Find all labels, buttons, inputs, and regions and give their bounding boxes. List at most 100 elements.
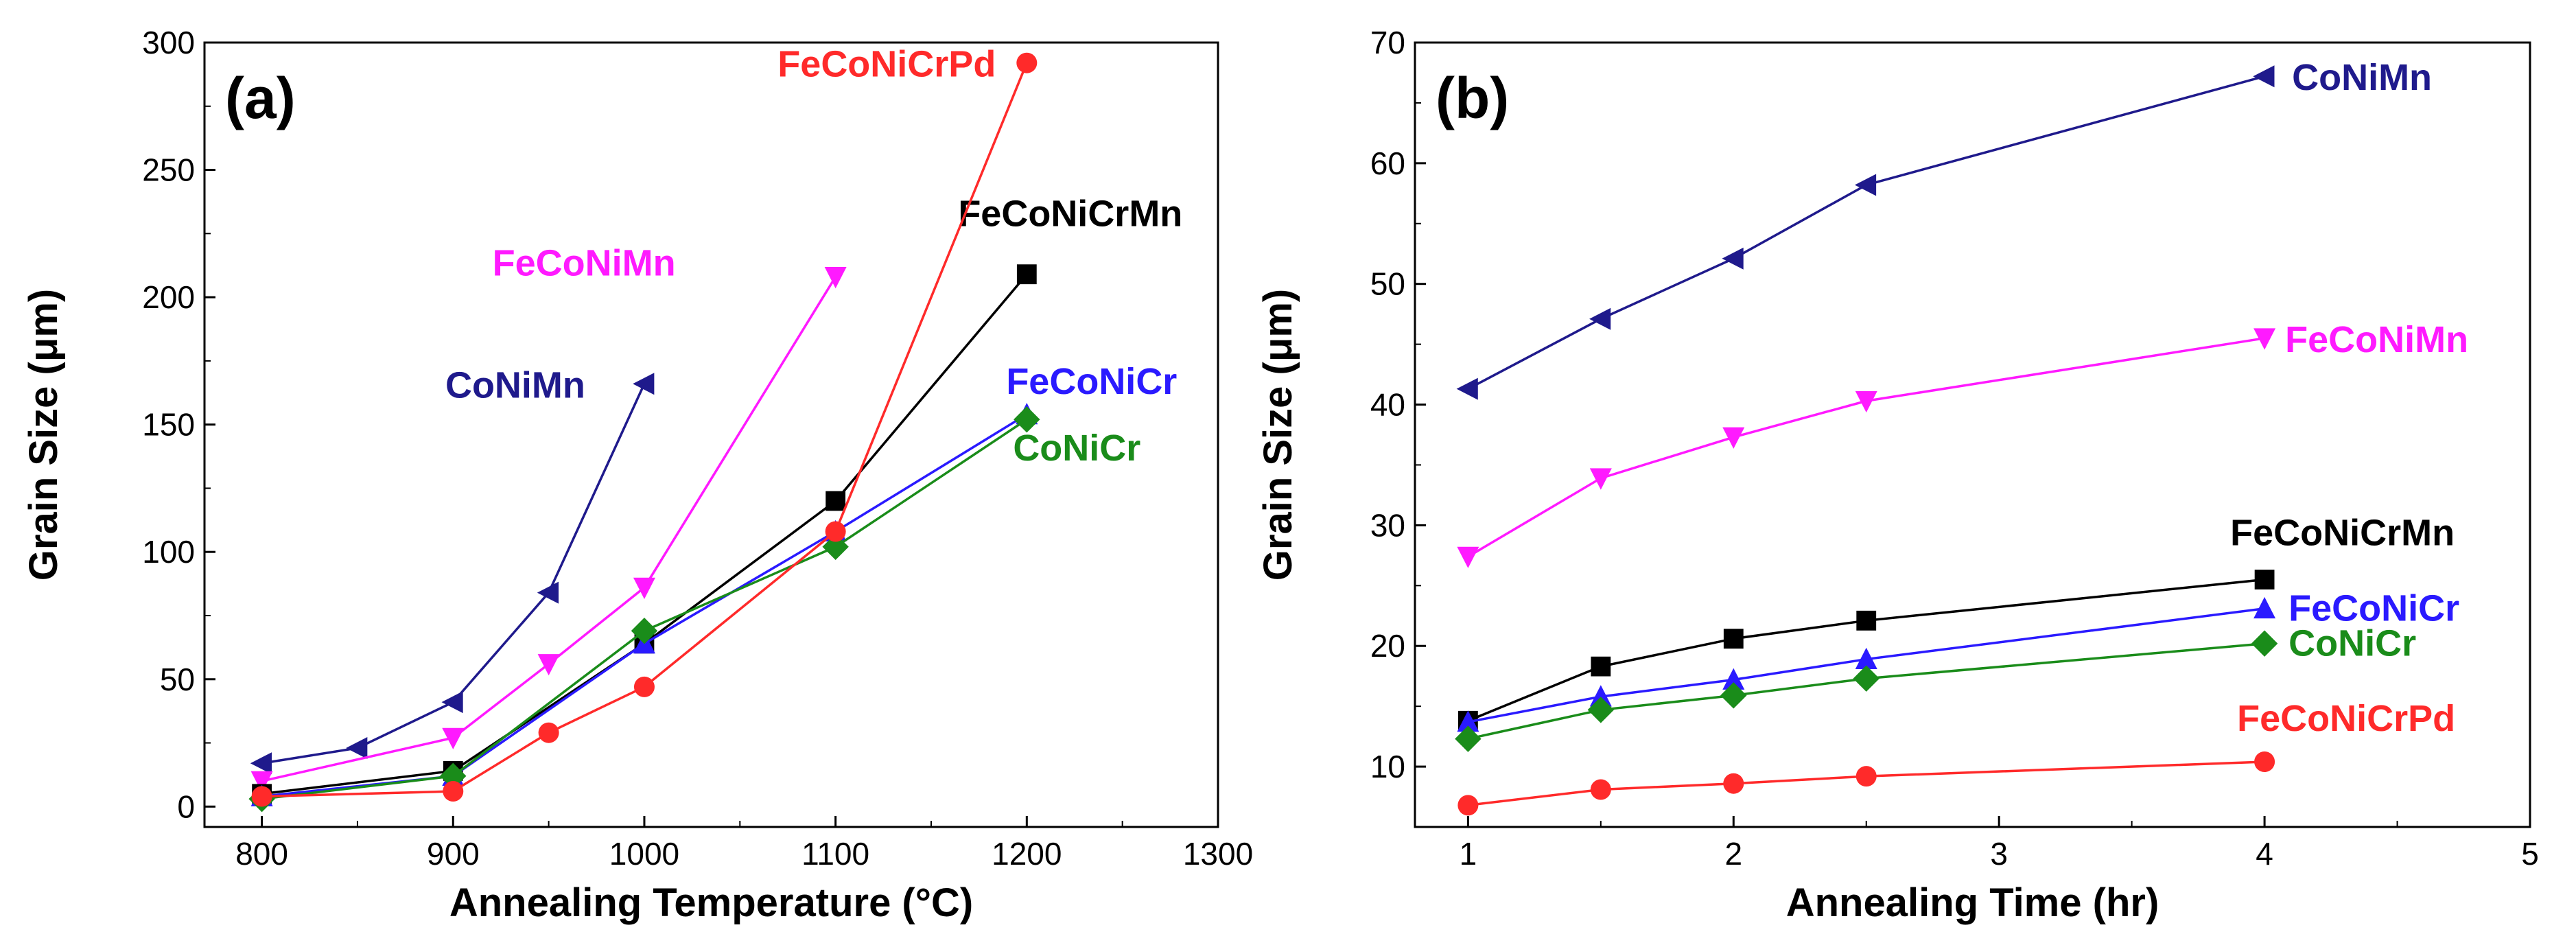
- y-tick-label: 0: [177, 789, 195, 824]
- data-point: [1854, 174, 1877, 196]
- y-tick-label: 50: [160, 662, 195, 697]
- data-point: [537, 654, 560, 676]
- panel-a: 800 900 1000 1100 1200 1300 0 50 100 150 200 250 300…: [21, 25, 1253, 925]
- series-label: CoNiCr: [2288, 623, 2416, 664]
- series-label: CoNiMn: [445, 364, 585, 406]
- data-point: [1723, 629, 1744, 649]
- data-point: [1855, 766, 1877, 787]
- data-point: [633, 373, 655, 395]
- series-label: CoNiMn: [2292, 57, 2432, 98]
- data-point: [2251, 630, 2278, 657]
- y-tick-label: 200: [142, 279, 195, 315]
- data-point: [1856, 610, 1877, 631]
- y-tick-label: 10: [1370, 749, 1405, 784]
- data-point: [2254, 751, 2275, 773]
- y-tick-label: 40: [1370, 387, 1405, 423]
- data-point: [441, 691, 463, 714]
- data-point: [1589, 468, 1612, 490]
- data-point: [250, 771, 273, 793]
- data-point: [825, 521, 846, 542]
- series-conicr: CoNiCr: [1455, 623, 2416, 752]
- x-tick-label: 1200: [992, 836, 1062, 872]
- series-label: FeCoNiCrPd: [2237, 698, 2455, 739]
- series-label: FeCoNiCrMn: [958, 194, 1182, 235]
- series-feconicr: FeCoNiCr: [1457, 588, 2459, 732]
- series-label: FeCoNiMn: [493, 242, 676, 283]
- data-point: [1455, 725, 1482, 752]
- x-tick-label: 800: [235, 836, 288, 872]
- data-point: [538, 722, 559, 743]
- data-point: [2253, 328, 2276, 350]
- data-point: [1016, 52, 1038, 73]
- series-label: FeCoNiCr: [1006, 361, 1177, 402]
- series-label: FeCoNiCr: [2288, 588, 2459, 629]
- series-feconicrpd: FeCoNiCrPd: [251, 44, 1038, 807]
- x-axis-title: Annealing Temperature (°C): [449, 880, 973, 925]
- series-feconicrmn: FeCoNiCrMn: [252, 194, 1182, 804]
- y-tick-label: 30: [1370, 507, 1405, 543]
- data-point: [1722, 427, 1745, 449]
- data-point: [824, 267, 847, 289]
- series-line: [1467, 337, 2265, 558]
- series-feconicrpd: FeCoNiCrPd: [1457, 698, 2455, 816]
- data-point: [1589, 685, 1612, 707]
- series-conimn: CoNiMn: [1456, 57, 2432, 400]
- data-point: [442, 727, 465, 749]
- data-point: [1723, 773, 1744, 794]
- data-point: [1855, 390, 1877, 413]
- x-tick-label: 1: [1460, 836, 1477, 872]
- data-point: [251, 786, 272, 807]
- series-label: FeCoNiCrMn: [2230, 513, 2455, 554]
- series-label: FeCoNiMn: [2285, 319, 2468, 360]
- data-point: [1016, 264, 1037, 285]
- data-point: [1590, 779, 1611, 800]
- series-feconimn: FeCoNiMn: [1457, 319, 2468, 568]
- series-feconimn: FeCoNiMn: [250, 242, 847, 793]
- y-tick-label: 50: [1370, 266, 1405, 302]
- x-tick-label: 3: [1990, 836, 2008, 872]
- data-point: [1722, 668, 1745, 690]
- series-line: [261, 273, 1028, 795]
- series-conicr: CoNiCr: [248, 406, 1140, 813]
- data-point: [1456, 377, 1478, 400]
- y-axis-title: Grain Size (μm): [21, 289, 66, 581]
- data-point: [1587, 697, 1615, 723]
- series-line: [261, 62, 1028, 798]
- data-point: [537, 581, 559, 604]
- series-line: [261, 418, 1028, 800]
- data-point: [826, 491, 846, 511]
- data-point: [1014, 406, 1040, 433]
- x-axis-title: Annealing Time (hr): [1786, 880, 2159, 925]
- y-axis-title: Grain Size (μm): [1256, 289, 1300, 581]
- panel-b: 1 2 3 4 5 10 20 30 40 50 60 70 Annealing Time (hr) Gr…: [1256, 25, 2539, 925]
- series-feconicrmn: FeCoNiCrMn: [1457, 513, 2455, 731]
- series-conimn: CoNiMn: [250, 364, 655, 775]
- x-tick-label: 900: [427, 836, 480, 872]
- data-point: [1591, 656, 1611, 677]
- series-line: [261, 276, 837, 782]
- x-tick-label: 5: [2521, 836, 2539, 872]
- plot-frame: [1414, 41, 2531, 828]
- data-point: [2254, 570, 2275, 590]
- y-tick-label: 100: [142, 534, 195, 570]
- data-point: [1720, 682, 1747, 709]
- y-tick-label: 20: [1370, 628, 1405, 664]
- data-point: [1457, 546, 1479, 568]
- x-tick-label: 1300: [1183, 836, 1253, 872]
- data-point: [1722, 247, 1744, 270]
- y-tick-label: 300: [142, 25, 195, 60]
- data-point: [631, 618, 658, 644]
- data-point: [443, 781, 464, 802]
- series-line: [1467, 75, 2265, 390]
- data-point: [440, 762, 467, 789]
- data-point: [2253, 596, 2276, 619]
- y-tick-label: 150: [142, 407, 195, 443]
- data-point: [1457, 795, 1479, 816]
- data-point: [1855, 647, 1877, 669]
- data-point: [1589, 307, 1611, 330]
- x-tick-label: 4: [2256, 836, 2273, 872]
- panel-label: (b): [1436, 66, 1509, 130]
- data-point: [250, 752, 272, 775]
- data-point: [1853, 665, 1880, 692]
- y-tick-label: 60: [1370, 145, 1405, 181]
